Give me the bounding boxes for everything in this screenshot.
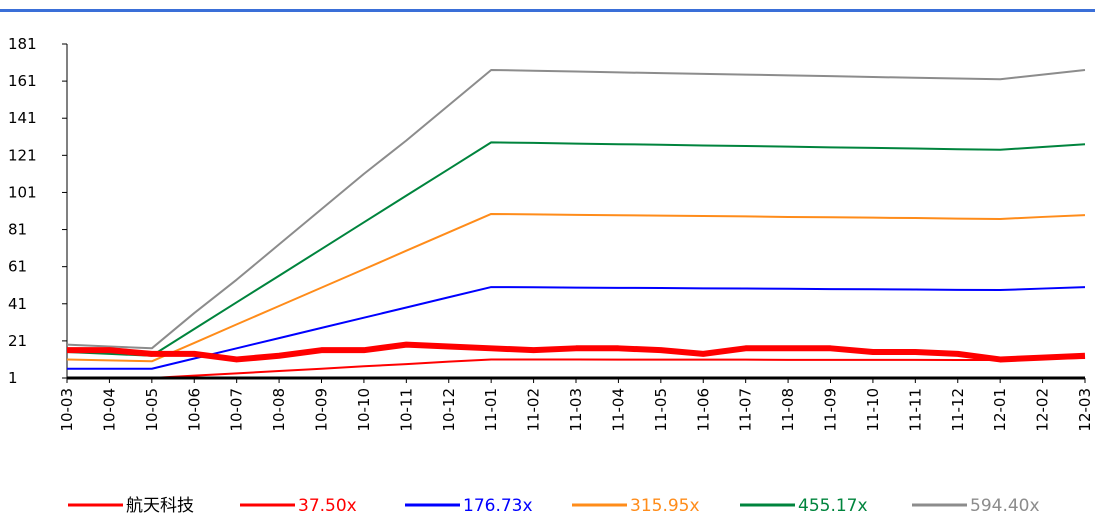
y-tick-label: 141 [8,109,37,127]
x-tick-label: 11-04 [609,388,627,432]
x-tick-label: 10-09 [313,388,331,432]
series-line [66,212,1086,363]
series-line [67,286,1086,370]
x-tick-label: 11-09 [822,388,840,432]
x-tick-label: 10-07 [228,388,246,432]
y-tick-label: 61 [8,258,27,276]
x-tick-label: 11-12 [949,388,967,432]
y-tick-label: 41 [8,295,27,313]
y-tick-label: 101 [8,183,37,201]
x-tick-label: 12-01 [991,388,1009,432]
x-tick-label: 10-08 [270,388,288,432]
y-tick-label: 21 [8,332,27,350]
legend-text: 455.17x [798,496,868,516]
y-tick-label: 1 [8,369,18,387]
x-tick-label: 11-03 [567,388,585,432]
y-tick-label: 81 [8,221,27,239]
series-line [66,68,1086,350]
x-tick-label: 11-08 [779,388,797,432]
legend-text: 315.95x [630,496,700,516]
x-tick-label: 11-10 [864,388,882,432]
x-tick-label: 12-02 [1034,388,1052,432]
x-tick-label: 11-05 [652,388,670,432]
legend-text: 航天科技 [126,496,194,516]
x-tick-label: 11-07 [737,388,755,432]
series-line [67,341,1086,363]
x-tick-label: 10-10 [355,388,373,432]
series-line [66,141,1086,357]
x-tick-label: 10-04 [100,388,118,432]
y-tick-label: 121 [8,146,37,164]
series-line [67,356,1086,379]
y-tick-label: 161 [8,72,37,90]
x-tick-label: 11-01 [482,388,500,432]
x-tick-label: 10-11 [397,388,415,432]
x-tick-label: 11-11 [906,388,924,432]
x-tick-label: 10-12 [440,388,458,432]
legend-text: 594.40x [970,496,1040,516]
x-tick-label: 11-02 [525,388,543,432]
x-tick-label: 11-06 [694,388,712,432]
y-tick-label: 181 [8,35,37,53]
x-tick-label: 12-03 [1076,388,1094,432]
header-rule [0,9,1095,12]
legend-text: 37.50x [298,496,357,516]
legend-text: 176.73x [463,496,533,516]
x-tick-label: 10-06 [185,388,203,432]
x-tick-label: 10-05 [143,388,161,432]
x-tick-label: 10-03 [58,388,76,432]
